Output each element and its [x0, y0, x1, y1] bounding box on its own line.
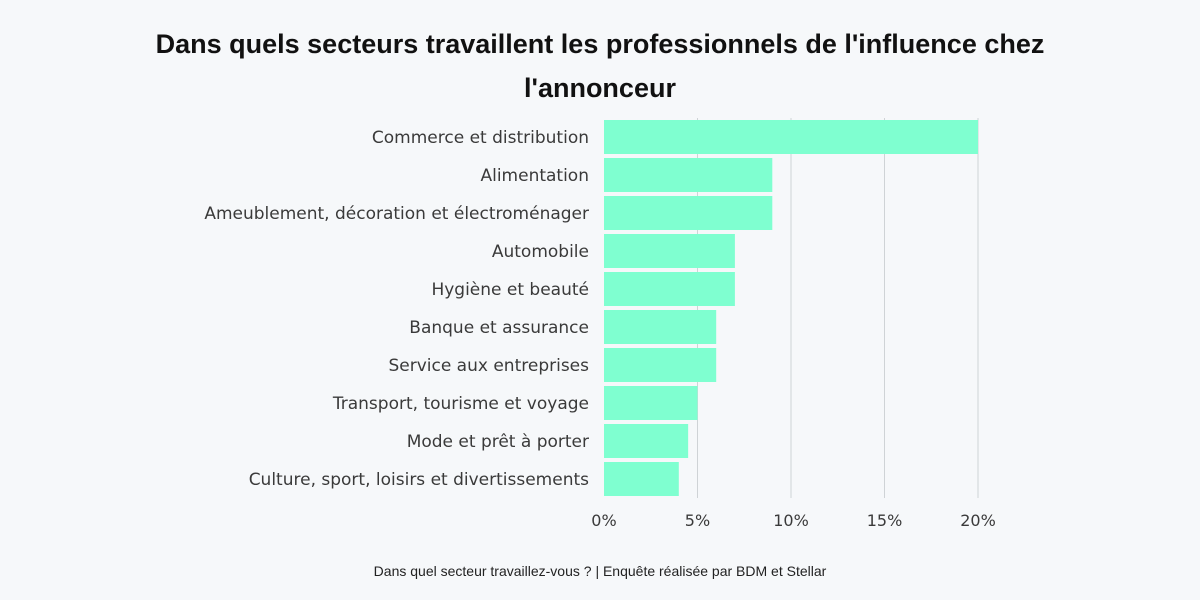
x-tick-label: 5%: [685, 511, 710, 530]
x-axis-ticks: 0% 5% 10% 15% 20%: [591, 511, 995, 530]
bar: [604, 310, 717, 344]
bar: [604, 424, 689, 458]
bar: [604, 272, 735, 306]
bar: [604, 158, 773, 192]
bars: [604, 120, 978, 496]
x-tick-label: 20%: [960, 511, 996, 530]
category-label: Hygiène et beauté: [431, 280, 589, 300]
category-label: Mode et prêt à porter: [407, 432, 589, 452]
category-label: Banque et assurance: [409, 318, 589, 338]
chart-title: Dans quels secteurs travaillent les prof…: [155, 29, 1045, 103]
bar: [604, 348, 717, 382]
category-label: Service aux entreprises: [388, 356, 589, 376]
bar: [604, 386, 698, 420]
bar: [604, 120, 978, 154]
x-tick-label: 10%: [773, 511, 809, 530]
x-tick-label: 0%: [591, 511, 616, 530]
category-label: Alimentation: [480, 166, 589, 186]
category-label: Transport, tourisme et voyage: [332, 394, 589, 414]
bar: [604, 196, 773, 230]
bar: [604, 462, 679, 496]
category-label: Commerce et distribution: [372, 128, 589, 148]
category-label: Culture, sport, loisirs et divertissemen…: [249, 470, 589, 490]
category-label: Ameublement, décoration et électroménage…: [204, 204, 589, 224]
bar: [604, 234, 735, 268]
category-label: Automobile: [492, 242, 589, 262]
category-labels: Commerce et distribution Alimentation Ameu…: [204, 128, 589, 490]
chart-source-note: Dans quel secteur travaillez-vous ? | En…: [373, 563, 827, 579]
x-tick-label: 15%: [867, 511, 903, 530]
